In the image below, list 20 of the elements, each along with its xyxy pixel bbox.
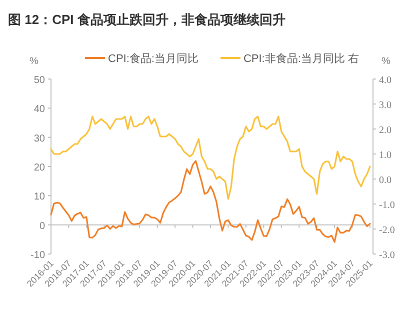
chart-title: 图 12：CPI 食品项止跌回升，非食品项继续回升 — [8, 12, 286, 27]
y2-tick-label: 0.0 — [379, 175, 392, 186]
legend-label: CPI:非食品:当月同比 右 — [243, 52, 359, 65]
y-axis-title: % — [30, 56, 39, 67]
y-tick-label: 10 — [34, 192, 46, 203]
y-tick-label: 30 — [34, 133, 46, 144]
y2-tick-label: -3.0 — [379, 250, 395, 261]
y2-tick-label: -1.0 — [379, 200, 395, 211]
y2-tick-label: 4.0 — [379, 75, 392, 86]
y-tick-label: -10 — [30, 250, 46, 261]
y2-tick-label: 2.0 — [379, 125, 392, 136]
y-tick-label: 0 — [39, 220, 46, 232]
y2-tick-label: -2.0 — [379, 225, 395, 236]
legend-label: CPI:食品:当月同比 — [108, 52, 198, 65]
y-tick-label: 50 — [34, 75, 46, 86]
y-tick-label: 20 — [34, 162, 46, 174]
y-tick-label: 40 — [34, 104, 46, 116]
y2-tick-label: 1.0 — [379, 150, 392, 161]
y2-axis-title: % — [382, 56, 391, 67]
y2-tick-label: 3.0 — [379, 100, 392, 111]
